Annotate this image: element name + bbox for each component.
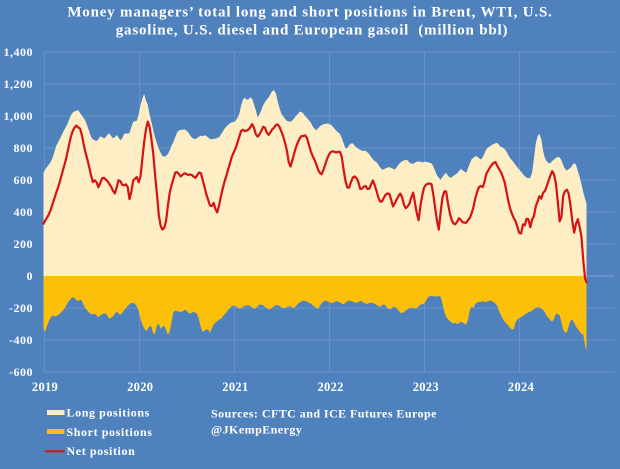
svg-text:0: 0 — [27, 269, 34, 283]
svg-text:800: 800 — [14, 141, 34, 155]
svg-text:2022: 2022 — [317, 380, 343, 394]
svg-text:1,200: 1,200 — [4, 77, 34, 91]
svg-text:400: 400 — [14, 205, 34, 219]
svg-text:@JKempEnergy: @JKempEnergy — [211, 423, 302, 437]
svg-text:2019: 2019 — [32, 380, 58, 394]
svg-text:Short positions: Short positions — [67, 425, 153, 439]
svg-text:Money managers’ total long and: Money managers’ total long and short pos… — [67, 5, 552, 21]
svg-text:Net position: Net position — [67, 444, 136, 458]
svg-text:Sources: CFTC and ICE Futures: Sources: CFTC and ICE Futures Europe — [211, 406, 437, 420]
svg-text:2020: 2020 — [127, 380, 153, 394]
svg-text:1,000: 1,000 — [4, 109, 34, 123]
svg-text:-200: -200 — [9, 301, 33, 315]
svg-text:-400: -400 — [9, 333, 33, 347]
svg-text:200: 200 — [14, 237, 34, 251]
svg-text:1,400: 1,400 — [4, 45, 34, 59]
svg-text:-600: -600 — [9, 365, 33, 379]
svg-text:2024: 2024 — [508, 380, 535, 394]
svg-text:gasoline, U.S. diesel and Euro: gasoline, U.S. diesel and European gasoi… — [116, 23, 509, 39]
svg-text:600: 600 — [14, 173, 34, 187]
svg-text:2023: 2023 — [413, 380, 439, 394]
svg-text:Long positions: Long positions — [67, 406, 150, 420]
svg-text:2021: 2021 — [222, 380, 248, 394]
